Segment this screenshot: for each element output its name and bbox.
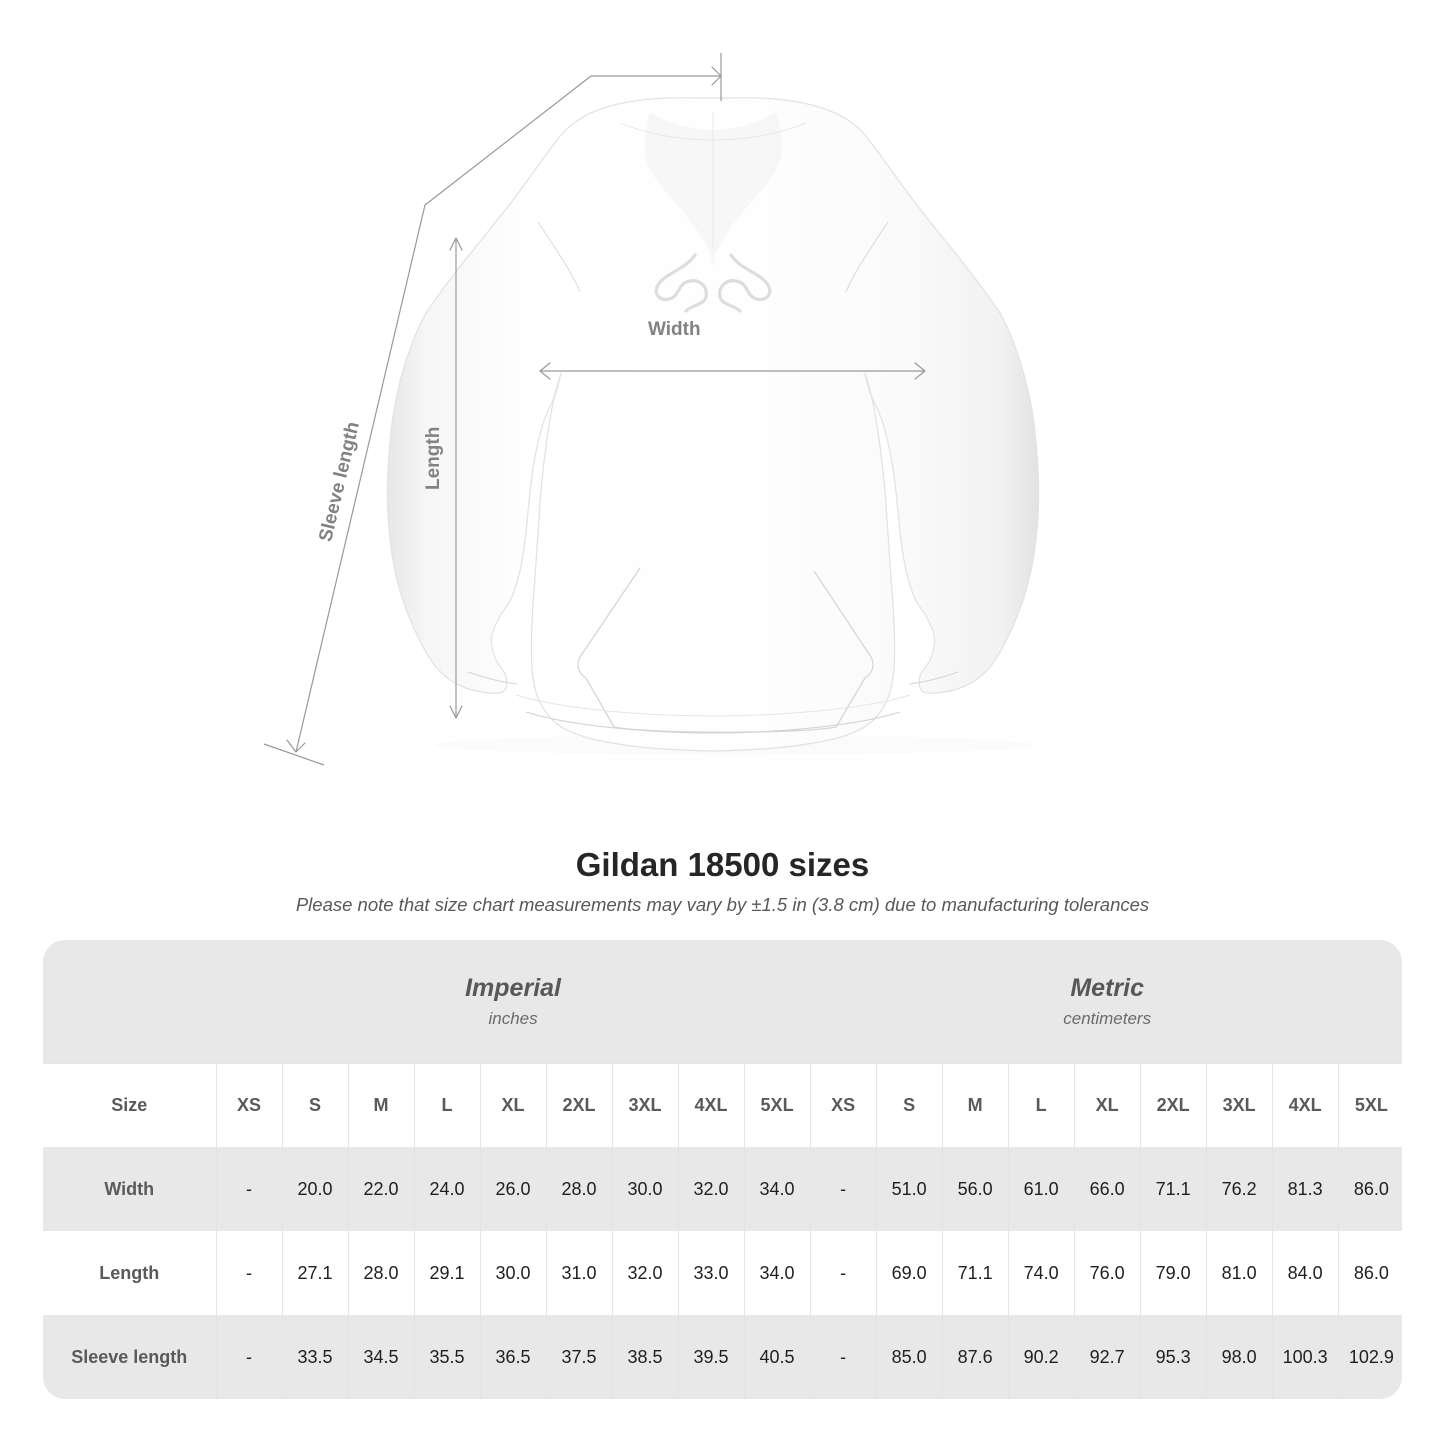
svg-text:Width: Width — [648, 319, 701, 340]
svg-text:Sleeve length: Sleeve length — [315, 420, 364, 544]
svg-text:Length: Length — [423, 427, 444, 490]
